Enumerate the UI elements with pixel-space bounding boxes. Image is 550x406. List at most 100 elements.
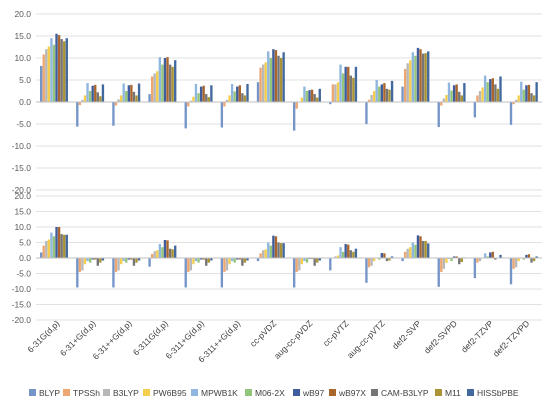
bar-blyp-6-31-g-d-p [76,102,79,127]
bar-m11-6-31g-d-p [63,41,66,102]
bar-cam-b3lyp-6-311-g-d-p [205,258,208,266]
bar-m06-2x-cc-pvdz [269,245,273,258]
bar-blyp-def2-svp [401,258,404,262]
bar-pw6b95-aug-cc-pvtz [372,258,376,262]
legend-swatch-pw6b95 [143,389,150,396]
bar-mpwb1k-cc-pvtz [339,247,342,258]
bar-cam-b3lyp-def2-tzvp [494,84,497,102]
bar-hissbpbe-def2-svpd [463,83,466,102]
bar-m11-cc-pvdz [279,58,283,102]
bar-m06-2x-aug-cc-pvdz [305,91,309,102]
bar-wb97-def2-svpd [452,256,456,258]
bar-mpwb1k-6-311-g-d-p [194,83,198,102]
bar-mpwb1k-def2-svpd [447,82,451,102]
bar-hissbpbe-cc-pvdz [282,52,285,102]
bar-wb97-aug-cc-pvdz [308,90,311,102]
bar-m11-6-311g-d-p [171,66,174,102]
bar-wb97x-cc-pvtz [347,66,350,102]
bar-tpssh-def2-svp [403,69,407,102]
bar-pw6b95-aug-cc-pvtz [372,91,376,102]
bar-b3lyp-6-31-g-d-p [81,99,84,102]
bar-wb97-6-31-g-d-p [127,258,130,260]
bar-m06-2x-def2-svp [414,244,417,258]
bar-wb97x-6-311-g-d-p [238,85,241,102]
bar-wb97-def2-svp [416,47,420,102]
bar-cam-b3lyp-aug-cc-pvdz [313,94,316,102]
bar-tpssh-6-311-g-d-p [223,258,226,272]
bar-blyp-def2-tzvpd [509,102,513,125]
bar-tpssh-cc-pvdz [259,67,262,102]
legend-swatch-m11 [435,389,442,396]
y-tick-label: 0.0 [19,97,31,107]
bar-mpwb1k-6-31-g-d-p [86,258,89,262]
bar-m06-2x-def2-svpd [450,90,453,102]
bar-pw6b95-6-31g-d-p [47,46,51,102]
bar-tpssh-def2-tzvpd [512,258,515,269]
bar-wb97x-def2-svpd [455,84,458,102]
bar-wb97x-def2-tzvp [491,78,494,102]
bar-wb97x-def2-tzvp [491,251,494,258]
bar-mpwb1k-6-311-g-d-p [230,83,234,102]
bar-wb97-6-31-g-d-p [91,258,94,260]
bar-b3lyp-cc-pvdz [261,64,265,102]
bar-wb97-6-31g-d-p [55,33,58,102]
bar-b3lyp-def2-svp [406,63,409,102]
bar-mpwb1k-aug-cc-pvtz [375,80,378,102]
bar-m06-2x-6-311-g-d-p [233,258,236,263]
y-tick-label: 20.0 [14,191,31,201]
bar-mpwb1k-6-311g-d-p [158,57,162,102]
y-tick-label: 5.0 [19,238,31,248]
category-label: def2-TZVP [459,318,495,354]
bar-cam-b3lyp-6-311-g-d-p [241,258,244,266]
legend-label-wb97: wB97 [302,388,325,398]
bar-tpssh-6-311g-d-p [150,253,154,258]
bar-b3lyp-cc-pvtz [334,84,337,102]
bar-mpwb1k-cc-pvtz [339,64,342,102]
bar-blyp-aug-cc-pvdz [292,102,296,131]
bar-hissbpbe-cc-pvtz [354,248,358,258]
bar-m11-def2-svpd [460,95,463,102]
bar-cam-b3lyp-6-31-g-d-p [132,91,136,102]
bar-tpssh-6-31g-d-p [42,245,45,258]
bar-blyp-cc-pvtz [329,258,332,271]
bar-tpssh-aug-cc-pvdz [295,258,298,272]
bar-mpwb1k-6-311g-d-p [158,244,162,258]
legend-swatch-wb97 [293,389,300,396]
bar-wb97-cc-pvdz [272,235,275,258]
bar-cam-b3lyp-def2-svp [421,53,425,102]
bar-m06-2x-cc-pvtz [341,251,345,258]
bar-b3lyp-6-311-g-d-p [225,99,229,102]
bar-wb97-def2-tzvpd [525,85,528,102]
bar-wb97-aug-cc-pvtz [380,84,383,102]
bar-b3lyp-6-311g-d-p [153,251,156,258]
bar-mpwb1k-6-311-g-d-p [194,258,198,262]
bar-m06-2x-aug-cc-pvtz [378,86,381,102]
bar-blyp-6-311-g-d-p [184,258,187,288]
bar-b3lyp-6-311-g-d-p [189,258,193,271]
bar-wb97-6-311-g-d-p [199,258,203,260]
y-tick-label: 0.0 [19,253,31,263]
bar-hissbpbe-6-31-g-d-p [101,258,105,261]
bottom-chart: -20.0 -15.0 -10.0 -5.0 0.0 5.0 10.0 15.0 20.0 [12,191,542,325]
bar-m11-def2-svpd [460,258,463,263]
bar-wb97-cc-pvdz [272,49,275,102]
bar-m11-def2-svp [424,240,427,258]
bar-m06-2x-def2-svpd [450,258,453,262]
bar-m06-2x-6-311-g-d-p [233,91,236,102]
bar-wb97-cc-pvtz [344,244,347,258]
bar-blyp-6-31-g-d-p [112,102,115,126]
bar-wb97x-def2-svpd [455,256,458,258]
bar-b3lyp-6-311-g-d-p [189,100,193,102]
bar-m11-6-311-g-d-p [243,258,247,263]
bar-b3lyp-def2-tzvp [478,258,482,262]
bar-m11-aug-cc-pvtz [388,258,391,261]
bar-wb97-6-311-g-d-p [236,258,239,260]
bar-hissbpbe-def2-svp [427,51,430,102]
bar-blyp-def2-tzvp [473,258,477,279]
category-label: def2-SVPD [422,318,459,355]
bar-m06-2x-6-311-g-d-p [197,93,200,102]
bar-mpwb1k-def2-tzvpd [520,81,523,102]
legend-label-cam-b3lyp: CAM-B3LYP [381,388,429,398]
y-tick-label: -20.0 [12,315,32,325]
bar-hissbpbe-6-31-g-d-p [101,84,105,102]
